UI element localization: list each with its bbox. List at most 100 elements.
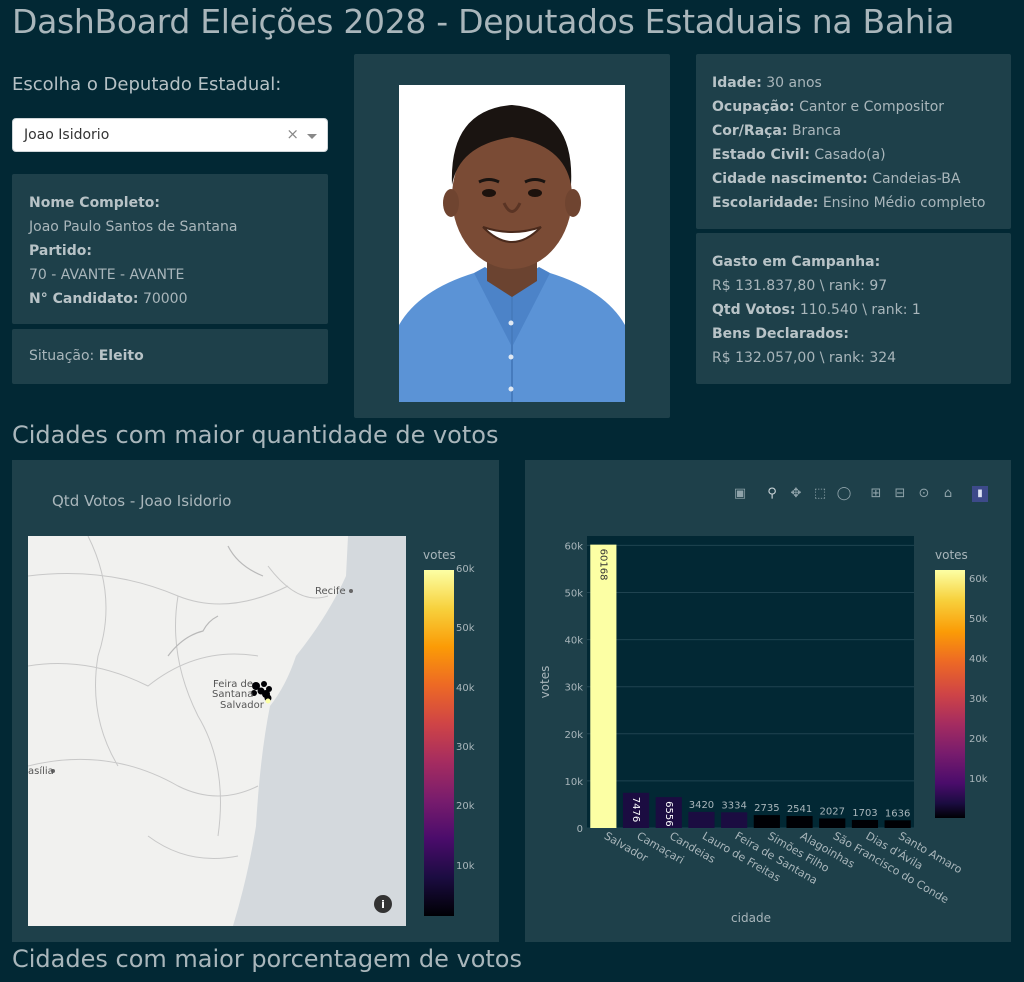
- y-tick-label: 30k: [564, 683, 583, 694]
- estado-civil-value: Casado(a): [814, 147, 886, 163]
- map-label-feira: Feira de: [213, 679, 253, 690]
- map-colorbar-tick: 50k: [456, 623, 475, 634]
- reset-axes-icon[interactable]: ⌂: [943, 486, 953, 501]
- pan-icon[interactable]: ✥: [790, 486, 802, 501]
- bar[interactable]: [786, 816, 813, 828]
- votos-label: Qtd Votos:: [712, 302, 796, 318]
- lasso-icon[interactable]: ◯: [836, 486, 852, 501]
- map-view[interactable]: Recife Feira de Santana Salvador asília …: [28, 536, 406, 926]
- bar-data-label: 7476: [630, 797, 641, 822]
- bar-colorbar-tick: 30k: [969, 694, 988, 705]
- y-tick-label: 0: [577, 824, 583, 835]
- section-title-quantidade: Cidades com maior quantidade de votos: [12, 421, 499, 449]
- map-colorbar-tick: 40k: [456, 683, 475, 694]
- numero-label: N° Candidato:: [29, 291, 139, 307]
- bar[interactable]: [655, 797, 682, 828]
- bar-colorbar-title: votes: [935, 548, 968, 562]
- y-tick-label: 20k: [564, 730, 583, 741]
- page-title: DashBoard Eleições 2028 - Deputados Esta…: [12, 2, 955, 41]
- estado-civil-label: Estado Civil:: [712, 147, 810, 163]
- y-tick-label: 10k: [564, 777, 583, 788]
- bar[interactable]: [622, 792, 650, 828]
- gasto-label: Gasto em Campanha:: [712, 254, 881, 270]
- bar-colorbar-tick: 20k: [969, 734, 988, 745]
- map-label-recife: Recife: [315, 586, 346, 597]
- x-axis-label: cidade: [731, 911, 771, 925]
- cidade-label: Cidade nascimento:: [712, 171, 868, 187]
- zoom-in-icon[interactable]: ⊞: [870, 486, 882, 501]
- y-tick-label: 60k: [564, 541, 583, 552]
- bens-value: R$ 132.057,00 \ rank: 324: [712, 350, 897, 366]
- escolaridade-label: Escolaridade:: [712, 195, 819, 211]
- map-colorbar-tick: 60k: [456, 564, 475, 575]
- situacao-card: Situação: Eleito: [12, 329, 328, 384]
- candidate-photo: [399, 85, 625, 402]
- partido-value: 70 - AVANTE - AVANTE: [29, 267, 185, 283]
- zoom-out-icon[interactable]: ⊟: [894, 486, 906, 501]
- bar-chart-panel: ▣ ⚲ ✥ ⬚ ◯ ⊞ ⊟ ⊙ ⌂ ▮ 60168 7476 6556 3420 333…: [525, 460, 1011, 942]
- map-label-santana: Santana: [212, 689, 253, 700]
- bar[interactable]: [851, 819, 879, 828]
- bar-data-label: 3334: [721, 800, 746, 811]
- y-axis-label: votes: [538, 666, 552, 699]
- map-colorbar-tick: 20k: [456, 801, 475, 812]
- nome-label: Nome Completo:: [29, 195, 160, 211]
- bar-colorbar-tick: 60k: [969, 574, 988, 585]
- bar-data-label: 1703: [852, 808, 877, 819]
- situacao-label: Situação:: [29, 348, 95, 364]
- box-select-icon[interactable]: ⬚: [813, 486, 827, 501]
- deputado-select[interactable]: Joao Isidorio ×: [12, 118, 328, 152]
- selected-value: Joao Isidorio: [24, 127, 110, 143]
- bar[interactable]: [590, 544, 617, 828]
- cidade-value: Candeias-BA: [872, 171, 961, 187]
- bar-colorbar-tick: 10k: [969, 774, 988, 785]
- bar[interactable]: [721, 812, 748, 828]
- bar[interactable]: [819, 818, 846, 828]
- selector-label: Escolha o Deputado Estadual:: [12, 74, 282, 95]
- votos-value: 110.540 \ rank: 1: [799, 302, 921, 318]
- bar-colorbar-tick: 40k: [969, 654, 988, 665]
- zoom-icon[interactable]: ⚲: [767, 486, 777, 501]
- map-colorbar: [424, 570, 454, 916]
- chevron-down-icon[interactable]: [307, 134, 317, 139]
- nome-value: Joao Paulo Santos de Santana: [29, 219, 238, 235]
- bar-data-label: 1636: [885, 808, 910, 819]
- bar-data-label: 2027: [820, 806, 845, 817]
- camera-icon[interactable]: ▣: [733, 486, 747, 501]
- ocupacao-value: Cantor e Compositor: [799, 99, 945, 115]
- cor-value: Branca: [791, 123, 842, 139]
- map-colorbar-title: votes: [423, 548, 456, 562]
- bar-colorbar-tick: 50k: [969, 614, 988, 625]
- bar-data-label: 60168: [597, 549, 608, 581]
- info-icon-glyph[interactable]: i: [381, 898, 385, 911]
- map-colorbar-tick: 10k: [456, 861, 475, 872]
- bar[interactable]: [884, 820, 911, 828]
- bar[interactable]: [688, 811, 715, 828]
- clear-icon[interactable]: ×: [286, 125, 299, 143]
- map-label-brasilia: asília: [28, 765, 54, 777]
- campaign-info-card: Gasto em Campanha: R$ 131.837,80 \ rank:…: [696, 233, 1011, 384]
- bar-data-label: 3420: [689, 800, 714, 811]
- numero-value: 70000: [142, 291, 188, 307]
- map-panel: Qtd Votos - Joao Isidorio: [12, 460, 499, 942]
- bar[interactable]: [753, 815, 780, 828]
- bens-label: Bens Declarados:: [712, 326, 849, 342]
- situacao-value: Eleito: [98, 348, 144, 364]
- photo-card: [354, 54, 670, 418]
- plot-area: [587, 536, 914, 828]
- idade-label: Idade:: [712, 75, 762, 91]
- idade-value: 30 anos: [766, 75, 822, 91]
- bar-data-label: 2541: [787, 804, 812, 815]
- bar-chart: 60168 7476 6556 3420 3334 2735 2541 2027 1703 163…: [538, 536, 988, 925]
- map-label-salvador: Salvador: [220, 700, 265, 711]
- autoscale-icon[interactable]: ⊙: [918, 486, 930, 501]
- cor-label: Cor/Raça:: [712, 123, 788, 139]
- info-icon[interactable]: [374, 895, 392, 913]
- y-tick-label: 40k: [564, 636, 583, 647]
- plotly-logo-icon[interactable]: ▮: [972, 486, 988, 502]
- section-title-porcentagem: Cidades com maior porcentagem de votos: [12, 945, 522, 973]
- gasto-value: R$ 131.837,80 \ rank: 97: [712, 278, 888, 294]
- candidate-info-card: Nome Completo: Joao Paulo Santos de Sant…: [12, 174, 328, 324]
- escolaridade-value: Ensino Médio completo: [822, 195, 986, 211]
- map-title: Qtd Votos - Joao Isidorio: [52, 492, 232, 510]
